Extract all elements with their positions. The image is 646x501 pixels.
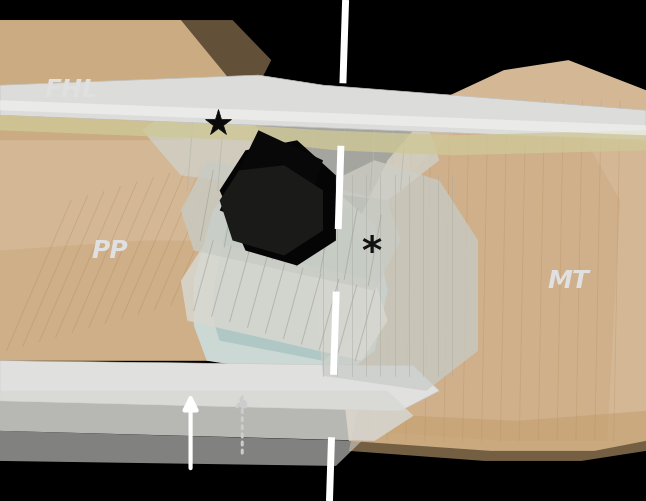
- Polygon shape: [0, 240, 310, 361]
- Polygon shape: [142, 100, 439, 200]
- Polygon shape: [0, 391, 413, 441]
- Polygon shape: [220, 140, 336, 266]
- Polygon shape: [220, 130, 323, 240]
- Polygon shape: [355, 110, 620, 441]
- Polygon shape: [0, 20, 271, 140]
- Polygon shape: [213, 185, 368, 361]
- Polygon shape: [0, 75, 646, 140]
- Polygon shape: [194, 170, 388, 381]
- Polygon shape: [336, 60, 646, 451]
- Polygon shape: [0, 100, 646, 135]
- Text: *: *: [361, 234, 382, 272]
- Polygon shape: [0, 20, 323, 361]
- Polygon shape: [0, 115, 646, 155]
- Polygon shape: [220, 165, 323, 256]
- Polygon shape: [310, 160, 478, 391]
- Polygon shape: [0, 431, 362, 466]
- Text: FHL: FHL: [44, 78, 98, 102]
- Polygon shape: [349, 391, 646, 461]
- Text: MT: MT: [548, 269, 589, 293]
- Polygon shape: [181, 240, 388, 361]
- Polygon shape: [0, 361, 439, 411]
- Text: PP: PP: [92, 238, 128, 263]
- Polygon shape: [181, 160, 401, 291]
